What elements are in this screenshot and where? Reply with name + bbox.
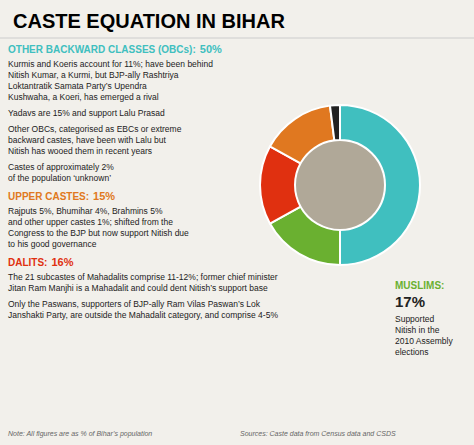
svg-text:elections: elections [395, 347, 429, 357]
svg-text:Sources: Caste data from Censu: Sources: Caste data from Census data and… [240, 430, 396, 437]
svg-text:and other upper castes 1%; shi: and other upper castes 1%; shifted from … [8, 217, 173, 227]
svg-text:OTHER BACKWARD CLASSES (OBCs):: OTHER BACKWARD CLASSES (OBCs): [8, 44, 196, 55]
svg-text:of the population ‘unknown’: of the population ‘unknown’ [8, 173, 111, 183]
svg-text:Nitish in the: Nitish in the [395, 325, 440, 335]
svg-text:Loktantratik Samata Party’s Up: Loktantratik Samata Party’s Upendra [8, 81, 147, 91]
svg-text:DALITS:: DALITS: [8, 257, 47, 268]
svg-text:Rajputs 5%, Bhumihar 4%, Brahm: Rajputs 5%, Bhumihar 4%, Brahmins 5% [8, 206, 163, 216]
svg-text:The 21 subcastes of Mahadalits: The 21 subcastes of Mahadalits comprise … [8, 272, 278, 282]
svg-text:17%: 17% [395, 293, 425, 310]
svg-text:15%: 15% [93, 190, 115, 202]
svg-text:Supported: Supported [395, 314, 434, 324]
svg-text:Nitish Kumar, a Kurmi, but BJP: Nitish Kumar, a Kurmi, but BJP-ally Rash… [8, 70, 179, 80]
svg-text:Kushwaha, a Koeri, has emerged: Kushwaha, a Koeri, has emerged a rival [8, 92, 159, 102]
svg-text:Castes of approximately 2%: Castes of approximately 2% [8, 162, 114, 172]
svg-text:Congress to the BJP but now su: Congress to the BJP but now support Niti… [8, 228, 189, 238]
svg-text:to his good governance: to his good governance [8, 239, 97, 249]
svg-text:MUSLIMS:: MUSLIMS: [395, 280, 444, 291]
svg-text:Jitan Ram Manjhi is a Mahadali: Jitan Ram Manjhi is a Mahadalit and coul… [8, 283, 268, 293]
svg-text:Janshakti Party, are outside t: Janshakti Party, are outside the Mahadal… [8, 310, 278, 320]
svg-text:UPPER CASTES:: UPPER CASTES: [8, 191, 89, 202]
svg-text:Nitish has wooed them in recen: Nitish has wooed them in recent years [8, 146, 152, 156]
svg-text:Other OBCs, categorised as EBC: Other OBCs, categorised as EBCs or extre… [8, 124, 182, 134]
svg-text:CASTE EQUATION IN BIHAR: CASTE EQUATION IN BIHAR [13, 10, 285, 32]
svg-text:Kurmis and Koeris account for: Kurmis and Koeris account for 11%; have … [8, 59, 213, 69]
svg-text:50%: 50% [200, 43, 222, 55]
svg-text:2010 Assembly: 2010 Assembly [395, 336, 453, 346]
svg-text:16%: 16% [51, 256, 73, 268]
svg-text:Only the Paswans, supporters o: Only the Paswans, supporters of BJP-ally… [8, 299, 261, 309]
svg-text:Yadavs are 15% and support Lal: Yadavs are 15% and support Lalu Prasad [8, 108, 165, 118]
svg-text:Note: All figures are as % of: Note: All figures are as % of Bihar’s po… [8, 430, 152, 438]
svg-text:backward castes, have been wit: backward castes, have been with Lalu but [8, 135, 166, 145]
